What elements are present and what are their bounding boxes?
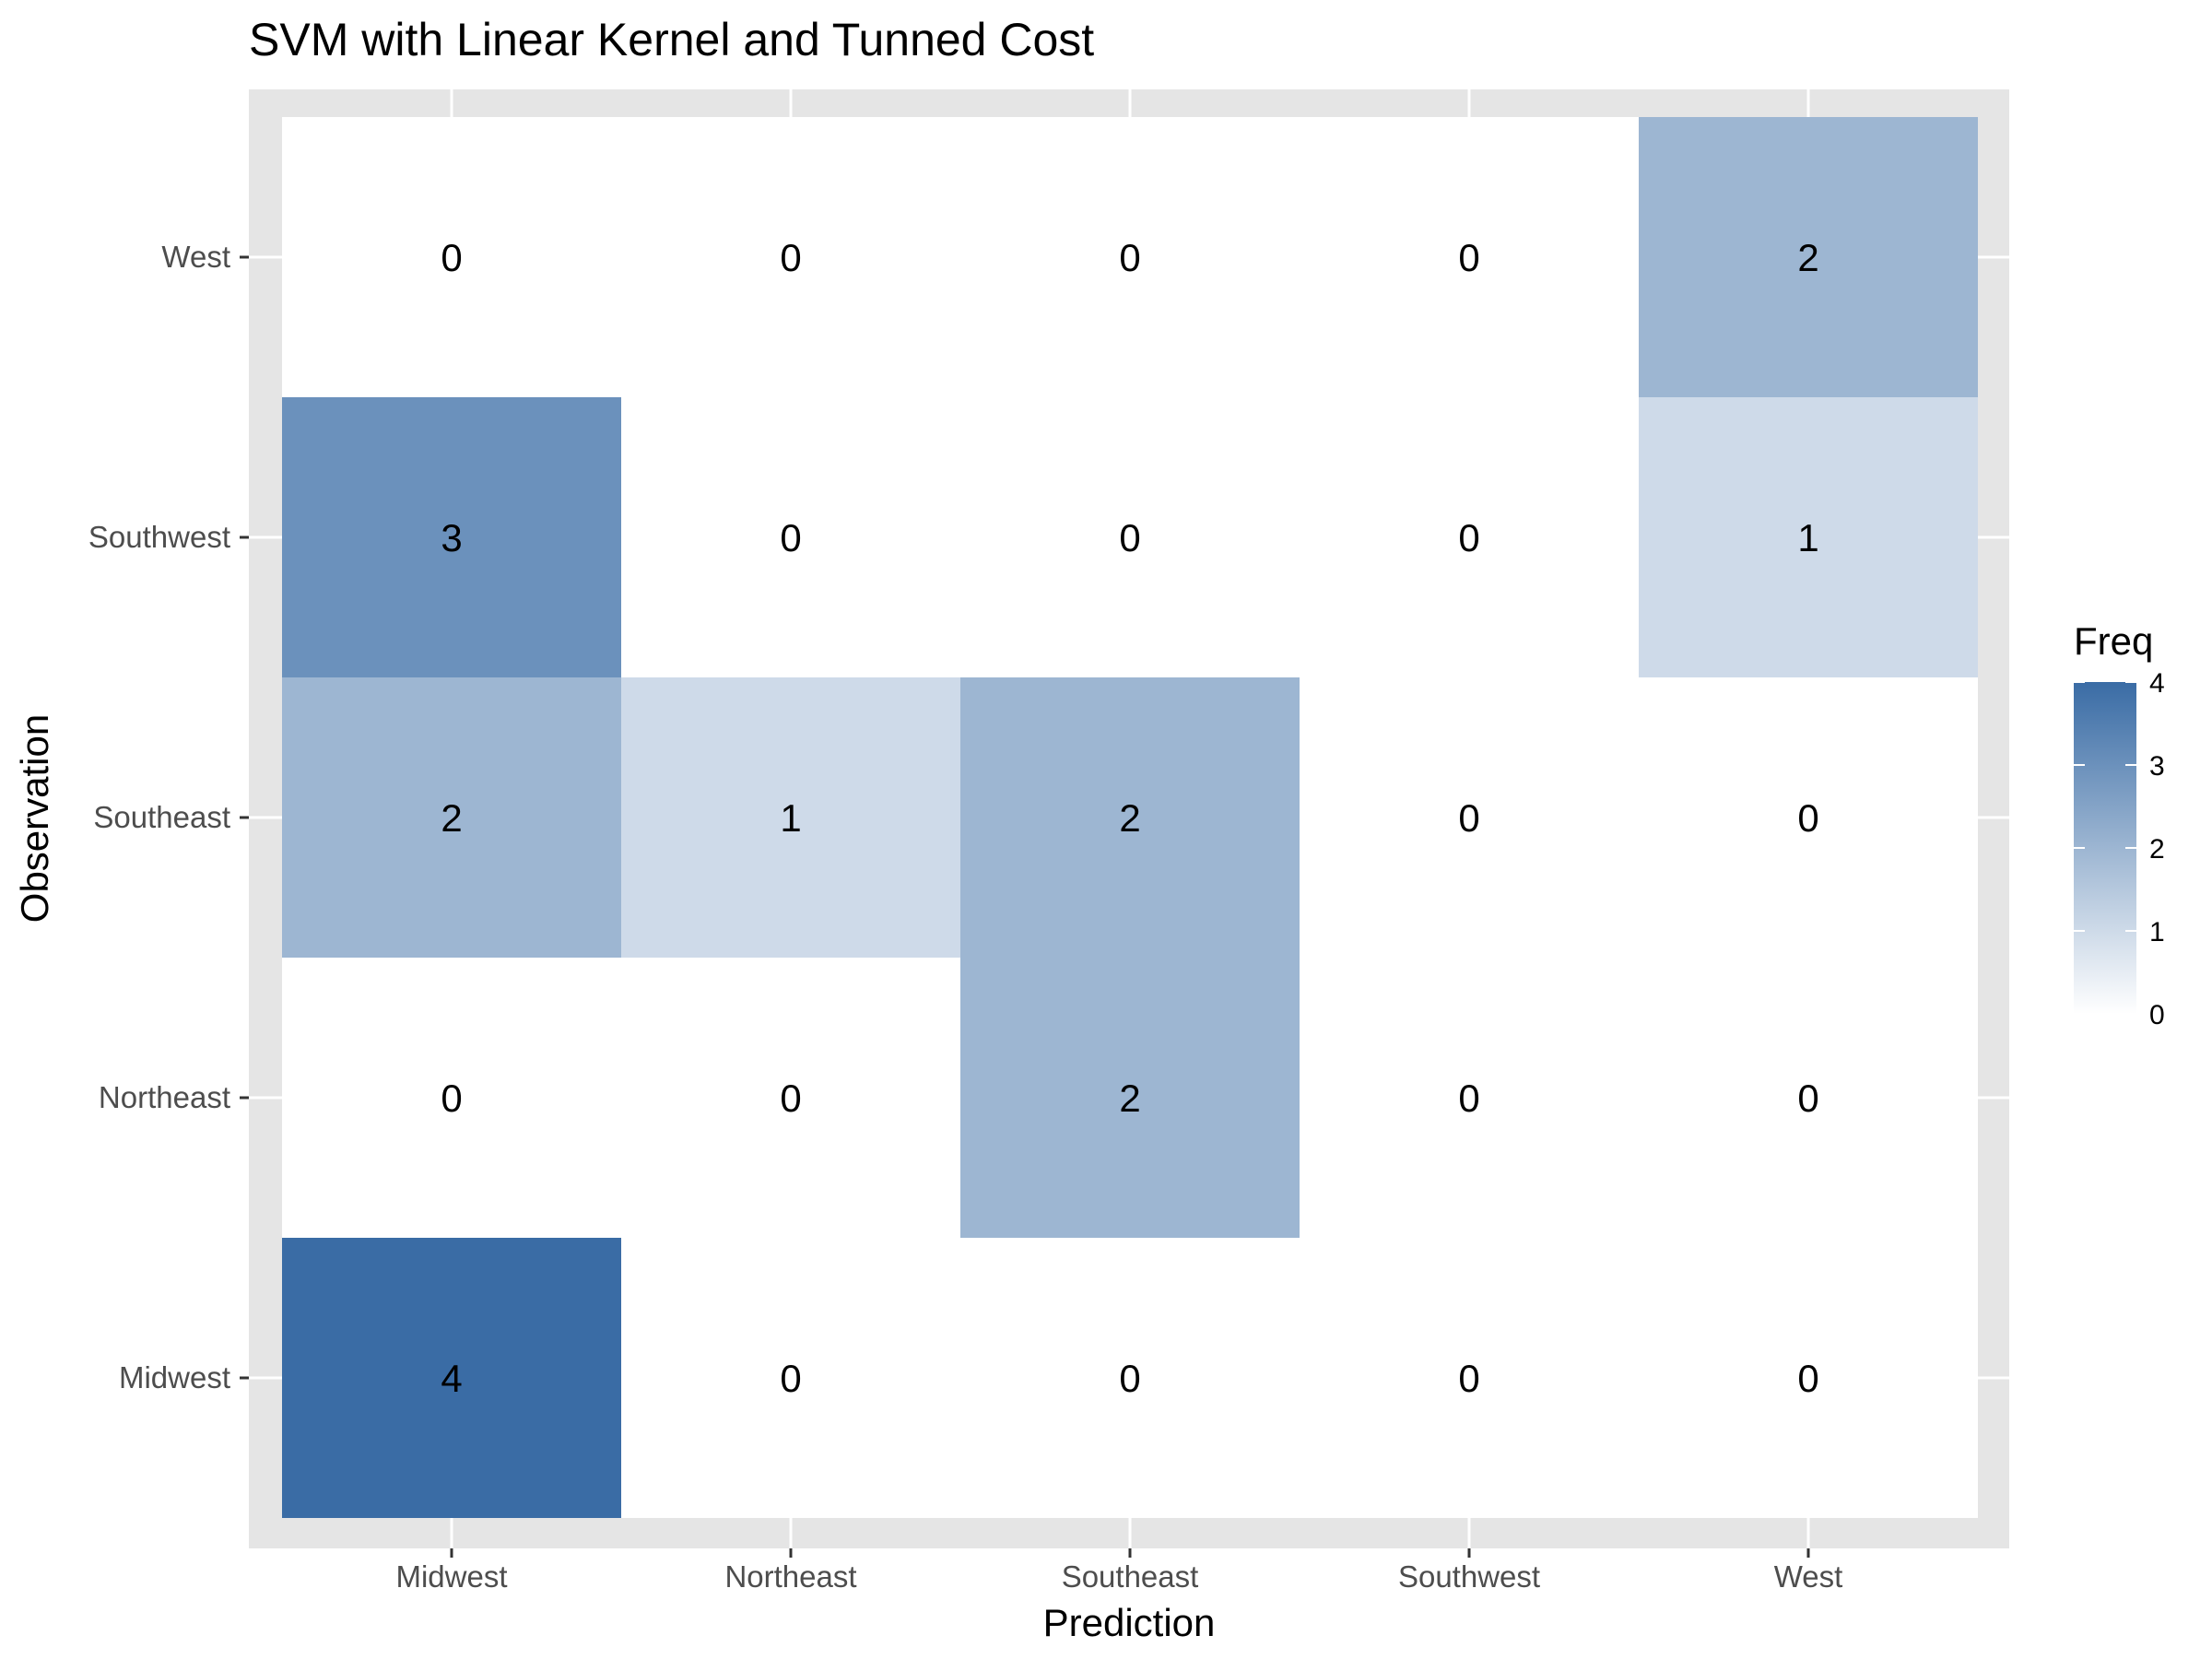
cell-value-southeast-midwest: 2: [441, 796, 462, 840]
cell-southeast-southwest: [1300, 677, 1639, 958]
cell-west-west: [1639, 117, 1978, 397]
legend-tick-label-2: 2: [2149, 834, 2165, 865]
cell-value-west-southeast: 0: [1119, 236, 1140, 279]
x-tick-label-west: West: [1774, 1559, 1843, 1594]
cell-value-midwest-northeast: 0: [780, 1357, 801, 1400]
cell-midwest-southeast: [960, 1238, 1300, 1518]
cell-southwest-southwest: [1300, 397, 1639, 677]
legend-tick-label-1: 1: [2149, 917, 2165, 947]
cell-value-midwest-southeast: 0: [1119, 1357, 1140, 1400]
chart-title: SVM with Linear Kernel and Tunned Cost: [249, 14, 1094, 65]
cell-value-southeast-southwest: 0: [1458, 796, 1479, 840]
cell-value-midwest-southwest: 0: [1458, 1357, 1479, 1400]
cell-value-west-west: 2: [1797, 236, 1818, 279]
heatmap-cells: [282, 117, 1978, 1518]
cell-southeast-midwest: [282, 677, 621, 958]
x-axis: Midwest Northeast Southeast Southwest West: [395, 1548, 1842, 1594]
cell-midwest-northeast: [621, 1238, 960, 1518]
cell-northeast-southeast: [960, 958, 1300, 1238]
cell-value-west-southwest: 0: [1458, 236, 1479, 279]
legend-title: Freq: [2074, 619, 2153, 663]
cell-value-southwest-southwest: 0: [1458, 516, 1479, 559]
cell-west-midwest: [282, 117, 621, 397]
y-tick-label-northeast: Northeast: [99, 1080, 230, 1114]
cell-midwest-west: [1639, 1238, 1978, 1518]
cell-southeast-northeast: [621, 677, 960, 958]
cell-southwest-west: [1639, 397, 1978, 677]
cell-midwest-midwest: [282, 1238, 621, 1518]
cell-southwest-midwest: [282, 397, 621, 677]
cell-value-west-midwest: 0: [441, 236, 462, 279]
cell-value-labels: 4 0 0 0 0 0 0 2 0 0 2 1 2 0 0 3 0 0 0 1 0 0 0 0 2: [441, 236, 1818, 1400]
cell-northeast-west: [1639, 958, 1978, 1238]
y-tick-label-southeast: Southeast: [93, 800, 230, 834]
cell-northeast-northeast: [621, 958, 960, 1238]
x-tick-label-midwest: Midwest: [395, 1559, 507, 1594]
cell-value-southeast-southeast: 2: [1119, 796, 1140, 840]
y-axis: Midwest Northeast Southeast Southwest West: [88, 240, 249, 1394]
cell-value-northeast-midwest: 0: [441, 1077, 462, 1120]
cell-southwest-northeast: [621, 397, 960, 677]
cell-midwest-southwest: [1300, 1238, 1639, 1518]
cell-value-west-northeast: 0: [780, 236, 801, 279]
cell-value-southwest-west: 1: [1797, 516, 1818, 559]
legend-tick-label-0: 0: [2149, 1000, 2165, 1030]
cell-value-midwest-west: 0: [1797, 1357, 1818, 1400]
legend-tick-label-3: 3: [2149, 751, 2165, 782]
cell-southeast-southeast: [960, 677, 1300, 958]
x-axis-title: Prediction: [1043, 1601, 1216, 1644]
cell-west-northeast: [621, 117, 960, 397]
cell-northeast-southwest: [1300, 958, 1639, 1238]
cell-value-southwest-midwest: 3: [441, 516, 462, 559]
cell-southwest-southeast: [960, 397, 1300, 677]
cell-northeast-midwest: [282, 958, 621, 1238]
legend-ticks: 0 1 2 3 4: [2074, 668, 2165, 1030]
y-tick-label-southwest: Southwest: [88, 520, 230, 554]
x-tick-label-northeast: Northeast: [724, 1559, 856, 1594]
cell-value-southeast-northeast: 1: [780, 796, 801, 840]
cell-value-northeast-northeast: 0: [780, 1077, 801, 1120]
color-legend: Freq 0 1 2 3 4: [2074, 619, 2165, 1030]
y-tick-label-west: West: [161, 240, 230, 274]
cell-value-southeast-west: 0: [1797, 796, 1818, 840]
cell-southeast-west: [1639, 677, 1978, 958]
y-tick-label-midwest: Midwest: [119, 1360, 230, 1394]
legend-tick-label-4: 4: [2149, 668, 2165, 699]
y-axis-title: Observation: [13, 714, 56, 923]
cell-value-northeast-west: 0: [1797, 1077, 1818, 1120]
cell-value-midwest-midwest: 4: [441, 1357, 462, 1400]
cell-value-northeast-southwest: 0: [1458, 1077, 1479, 1120]
cell-west-southeast: [960, 117, 1300, 397]
cell-value-southwest-northeast: 0: [780, 516, 801, 559]
cell-value-southwest-southeast: 0: [1119, 516, 1140, 559]
x-tick-label-southwest: Southwest: [1398, 1559, 1540, 1594]
cell-value-northeast-southeast: 2: [1119, 1077, 1140, 1120]
x-tick-label-southeast: Southeast: [1062, 1559, 1199, 1594]
cell-west-southwest: [1300, 117, 1639, 397]
